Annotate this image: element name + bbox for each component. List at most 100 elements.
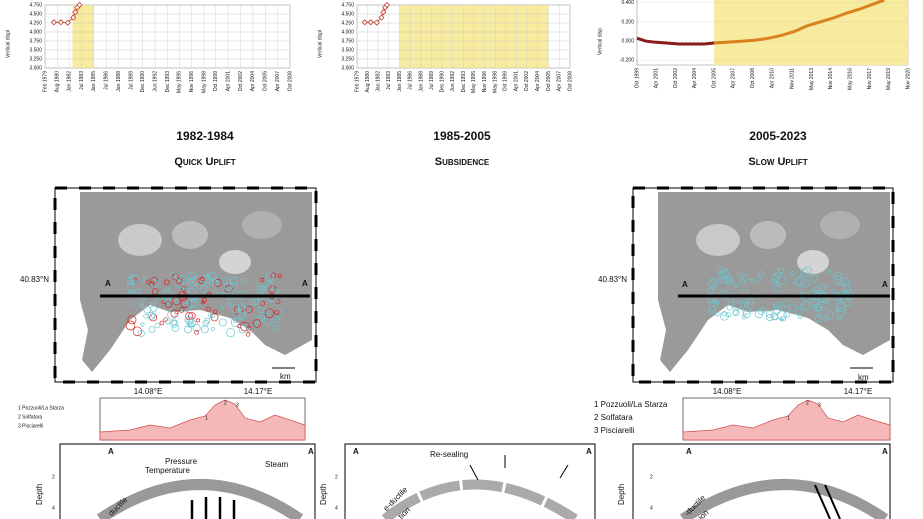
y-axis-label: Vertical disp — [597, 28, 603, 55]
x-tick-label: Dec 1993 — [165, 71, 171, 93]
seismic-event — [213, 290, 218, 295]
seismic-event — [738, 273, 744, 279]
x-tick-label: Oct 2005 — [711, 68, 717, 89]
x-tick-label: May 1995 — [177, 71, 183, 93]
x-tick-label: Apr 2001 — [513, 71, 519, 92]
longitude-label: 14.08°E — [713, 387, 742, 396]
seismic-event — [192, 323, 201, 332]
seismic-event — [274, 309, 280, 315]
seismic-event — [761, 307, 767, 313]
y-tick-label: 3.500 — [341, 47, 354, 53]
seismic-event — [188, 271, 197, 280]
legend-item: 2 Solfatara — [18, 414, 42, 420]
seismic-event — [229, 283, 238, 292]
x-tick-label: Jun 1992 — [450, 71, 456, 92]
seismic-event — [742, 310, 751, 318]
seismic-event — [726, 278, 734, 286]
seismic-event — [154, 280, 159, 285]
data-point — [57, 19, 64, 26]
seismic-event — [710, 284, 716, 290]
seismic-event — [141, 303, 147, 309]
site-label: 3 — [236, 402, 239, 408]
profile-left: 1 Pozzuoli/La Starza 2 Solfatara 3 Pisci… — [18, 397, 306, 441]
process-label: Pressure — [165, 457, 198, 466]
seismic-event — [811, 304, 817, 310]
seismic-event — [190, 298, 200, 308]
seismic-event — [170, 309, 179, 318]
profile-right: 1 Pozzuoli/La Starza 2 Solfatara 3 Pisci… — [594, 397, 891, 441]
seismic-event — [245, 305, 254, 313]
x-tick-label: Aug 1980 — [55, 71, 61, 93]
section-middle: A A Depth 2 4 Re-sealing e-ductile tion — [319, 443, 596, 519]
seismic-event — [816, 313, 821, 319]
seismic-event — [129, 279, 136, 286]
seismic-event — [195, 318, 201, 323]
seismic-event — [184, 312, 194, 321]
seismic-event — [210, 326, 216, 332]
axis-label: Depth — [319, 484, 328, 505]
seismic-event — [708, 305, 717, 314]
seismic-event — [224, 282, 233, 291]
section-line-right: A A — [678, 280, 890, 298]
period-title: 1985-2005 — [433, 129, 491, 143]
seismic-event — [778, 267, 785, 274]
seismic-event — [836, 315, 841, 321]
site-label: 2 — [806, 400, 809, 406]
section-start: A — [682, 280, 688, 289]
y-tick-label: 4.500 — [29, 11, 42, 17]
seismic-event — [146, 279, 151, 285]
seismic-event — [810, 274, 819, 283]
depth-tick: 4 — [52, 505, 55, 511]
x-tick-label: Nov 1996 — [189, 71, 195, 93]
seismic-event — [204, 317, 211, 324]
seismic-event — [712, 299, 718, 305]
x-tick-label: Nov 2020 — [905, 68, 911, 90]
seismic-event — [176, 278, 183, 285]
seismic-event — [780, 315, 786, 322]
seismic-event — [724, 274, 733, 284]
seismic-event — [165, 299, 171, 305]
seismic-event — [825, 311, 834, 320]
seismic-event — [277, 273, 282, 278]
seismic-event — [783, 311, 791, 318]
seismic-event — [171, 319, 178, 326]
seismic-event — [827, 269, 831, 274]
legend-item: 1 Pozzuoli/La Starza — [18, 405, 64, 411]
depth-tick: 4 — [335, 505, 338, 511]
seismic-event — [140, 322, 145, 327]
data-point — [50, 19, 58, 26]
seismic-event — [162, 289, 173, 299]
x-tick-label: Dec 1993 — [461, 71, 467, 93]
seismic-event — [743, 302, 749, 307]
latitude-label: 40.83°N — [598, 275, 627, 284]
seismic-event — [180, 298, 191, 308]
seismic-event — [227, 302, 232, 307]
y-tick-label: 3.000 — [29, 65, 42, 71]
seismic-event — [708, 278, 718, 288]
seismic-event — [771, 278, 777, 285]
depth-tick: 2 — [650, 474, 653, 480]
data-line — [636, 36, 715, 46]
seismic-event — [773, 303, 780, 309]
seismic-event — [179, 287, 185, 293]
seismic-event — [765, 310, 774, 318]
x-tick-label: Apr 2001 — [225, 71, 231, 92]
seismic-event — [159, 320, 165, 326]
section-line-left: A A — [100, 279, 310, 298]
y-axis-label: Vertical displ — [5, 30, 11, 58]
x-tick-label: May 1998 — [201, 71, 207, 93]
seismic-event — [233, 318, 238, 324]
seismic-event — [789, 270, 796, 277]
section-end: A — [882, 447, 888, 456]
x-tick-label: Jun 1992 — [152, 71, 158, 92]
seismic-event — [830, 289, 836, 294]
highlight-band — [399, 5, 549, 68]
y-tick-label: 3.000 — [341, 65, 354, 71]
seismic-event — [163, 279, 170, 286]
seismic-event — [749, 278, 754, 283]
seismic-event — [186, 298, 197, 308]
x-tick-label: Jan 1985 — [91, 71, 97, 92]
section-start: A — [108, 447, 114, 456]
seismic-event — [213, 278, 222, 287]
y-tick-label: 4.750 — [29, 2, 42, 8]
